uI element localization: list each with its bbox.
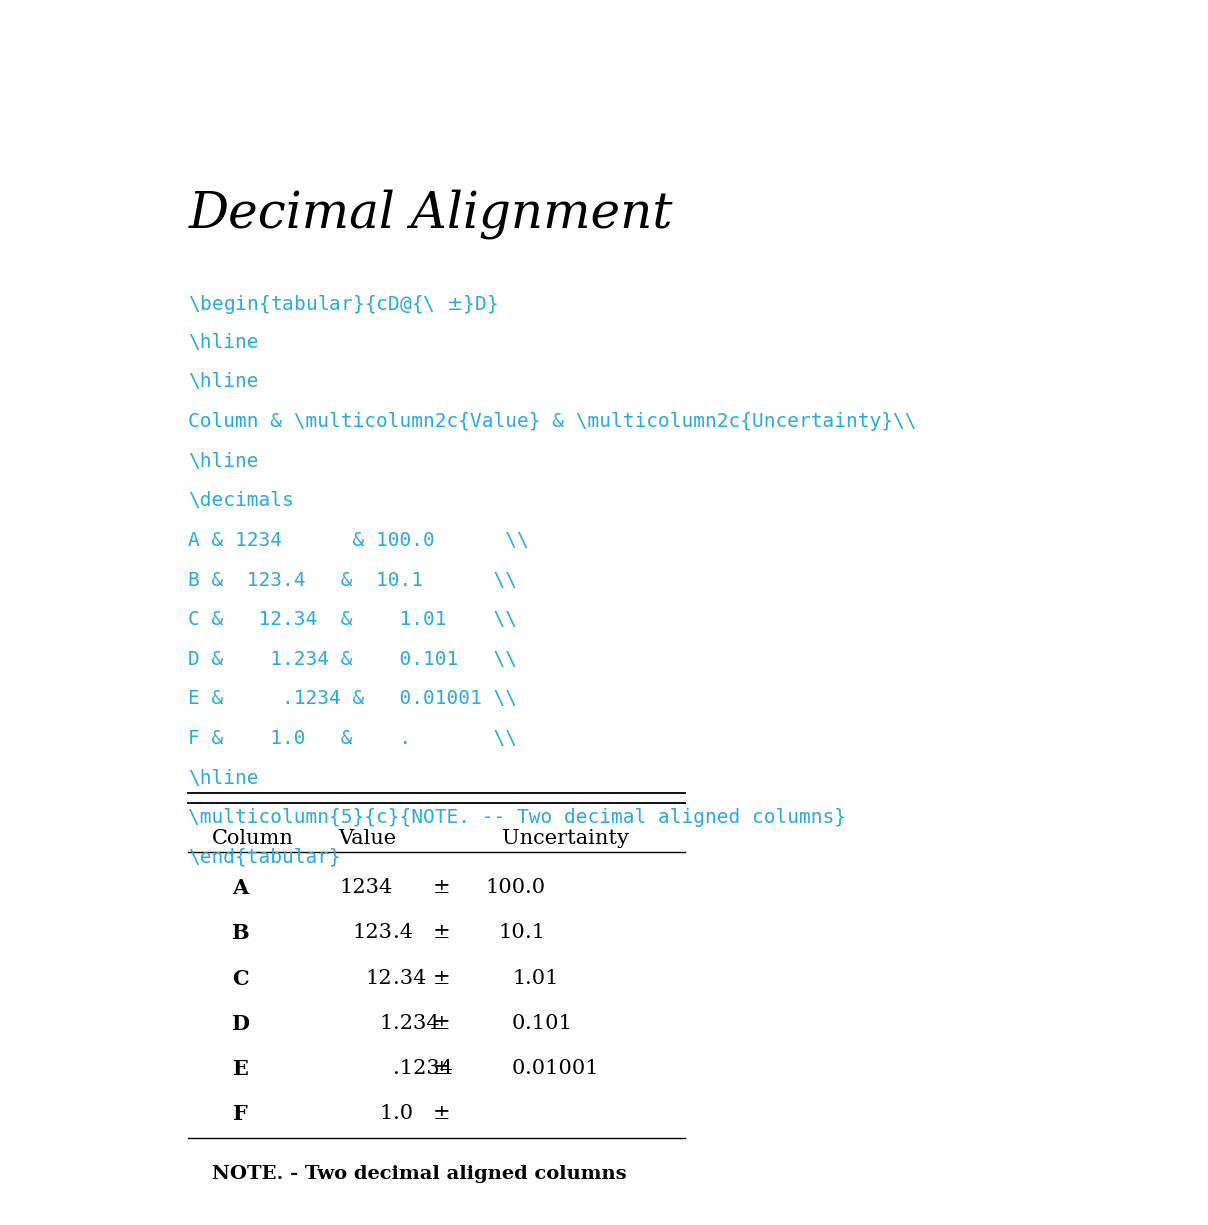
Text: .4: .4: [393, 924, 413, 942]
Text: Decimal Alignment: Decimal Alignment: [188, 190, 673, 239]
Text: A & 1234      & 100.0      \\: A & 1234 & 100.0 \\: [188, 530, 529, 550]
Text: C &   12.34  &    1.01    \\: C & 12.34 & 1.01 \\: [188, 610, 517, 630]
Text: 0: 0: [512, 1060, 525, 1078]
Text: 0: 0: [512, 1014, 525, 1033]
Text: C: C: [232, 969, 249, 989]
Text: 123: 123: [353, 924, 393, 942]
Text: \begin{tabular}{cD@{\ $\pm$}D}: \begin{tabular}{cD@{\ $\pm$}D}: [188, 293, 498, 316]
Text: D &    1.234 &    0.101   \\: D & 1.234 & 0.101 \\: [188, 649, 517, 669]
Text: .1: .1: [525, 924, 546, 942]
Text: Value: Value: [338, 829, 396, 848]
Text: \hline: \hline: [188, 372, 259, 392]
Text: F &    1.0   &    .       \\: F & 1.0 & . \\: [188, 729, 517, 748]
Text: 1: 1: [512, 969, 525, 987]
Text: .1234: .1234: [393, 1060, 453, 1078]
Text: 1234: 1234: [339, 878, 393, 897]
Text: Column & \multicolumn2c{Value} & \multicolumn2c{Uncertainty}\\: Column & \multicolumn2c{Value} & \multic…: [188, 412, 917, 431]
Text: 100: 100: [486, 878, 525, 897]
Text: .01001: .01001: [525, 1060, 599, 1078]
Text: \hline: \hline: [188, 333, 259, 352]
Text: B: B: [231, 924, 249, 943]
Text: .34: .34: [393, 969, 426, 987]
Text: ±: ±: [432, 969, 451, 987]
Text: 1: 1: [379, 1105, 393, 1123]
Text: E: E: [232, 1060, 248, 1079]
Text: ±: ±: [432, 1060, 451, 1078]
Text: .234: .234: [393, 1014, 440, 1033]
Text: .0: .0: [525, 878, 546, 897]
Text: ±: ±: [432, 1105, 451, 1123]
Text: Uncertainty: Uncertainty: [503, 829, 629, 848]
Text: .101: .101: [525, 1014, 573, 1033]
Text: ±: ±: [432, 924, 451, 942]
Text: \hline: \hline: [188, 452, 259, 470]
Text: ±: ±: [432, 1014, 451, 1033]
Text: \end{tabular}: \end{tabular}: [188, 848, 341, 867]
Text: 10: 10: [499, 924, 525, 942]
Text: \decimals: \decimals: [188, 491, 295, 511]
Text: NOTE. - Two decimal aligned columns: NOTE. - Two decimal aligned columns: [211, 1165, 627, 1183]
Text: D: D: [231, 1014, 249, 1034]
Text: Column: Column: [211, 829, 294, 848]
Text: B &  123.4   &  10.1      \\: B & 123.4 & 10.1 \\: [188, 571, 517, 589]
Text: F: F: [233, 1105, 248, 1125]
Text: \hline: \hline: [188, 768, 259, 788]
Text: E &     .1234 &   0.01001 \\: E & .1234 & 0.01001 \\: [188, 690, 517, 708]
Text: ±: ±: [432, 878, 451, 897]
Text: A: A: [232, 878, 248, 898]
Text: 1: 1: [379, 1014, 393, 1033]
Text: .0: .0: [393, 1105, 413, 1123]
Text: .01: .01: [525, 969, 559, 987]
Text: \multicolumn{5}{c}{NOTE. -- Two decimal aligned columns}: \multicolumn{5}{c}{NOTE. -- Two decimal …: [188, 808, 847, 827]
Text: 12: 12: [366, 969, 393, 987]
